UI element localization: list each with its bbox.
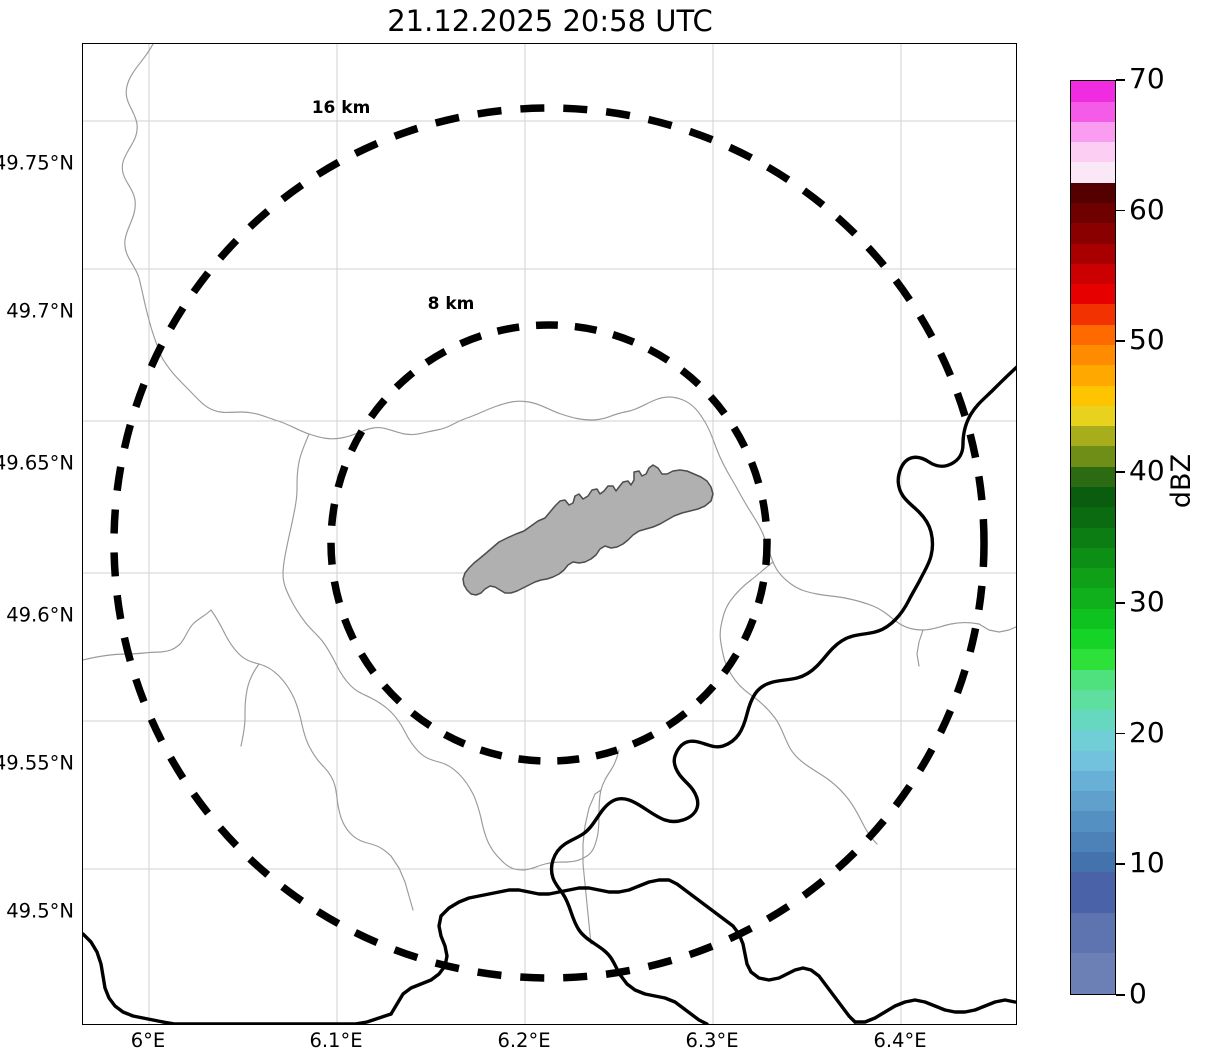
colorbar-band bbox=[1071, 953, 1115, 974]
colorbar-band bbox=[1071, 649, 1115, 670]
city-polygon-group bbox=[462, 464, 714, 596]
colorbar-band bbox=[1071, 892, 1115, 913]
colorbar-tick-label: 70 bbox=[1129, 62, 1165, 95]
national-borders bbox=[83, 365, 1016, 1024]
tick-mark bbox=[1116, 732, 1125, 735]
x-tick-label: 6.1°E bbox=[309, 1029, 363, 1052]
colorbar-band bbox=[1071, 912, 1115, 934]
colorbar-band bbox=[1071, 547, 1115, 569]
colorbar-band bbox=[1071, 81, 1115, 102]
district-boundaries bbox=[83, 44, 1016, 945]
city-polygon bbox=[462, 464, 714, 596]
colorbar-tick-label: 60 bbox=[1129, 192, 1165, 226]
colorbar-band bbox=[1071, 446, 1115, 467]
colorbar-tick-label: 50 bbox=[1129, 323, 1165, 357]
colorbar-band bbox=[1071, 345, 1115, 366]
colorbar-band bbox=[1071, 872, 1115, 893]
colorbar-band bbox=[1071, 182, 1115, 204]
colorbar-tick-labels: 0 10 20 30 40 50 60 70 bbox=[1116, 64, 1206, 1009]
x-tick-label: 6.2°E bbox=[497, 1029, 551, 1052]
colorbar-band bbox=[1071, 933, 1115, 954]
colorbar-band bbox=[1071, 426, 1115, 447]
colorbar-band bbox=[1071, 223, 1115, 244]
y-tick-label: 49.75°N bbox=[0, 151, 74, 175]
colorbar-band bbox=[1071, 973, 1115, 994]
colorbar-band bbox=[1071, 405, 1115, 427]
colorbar[interactable] bbox=[1070, 80, 1116, 995]
tick-mark bbox=[1116, 79, 1125, 81]
colorbar-tick-label: 10 bbox=[1129, 846, 1165, 880]
y-tick-label: 49.65°N bbox=[0, 451, 74, 475]
x-tick-label: 6°E bbox=[130, 1029, 166, 1052]
colorbar-band bbox=[1071, 284, 1115, 305]
colorbar-band bbox=[1071, 770, 1115, 792]
map-canvas bbox=[83, 44, 1016, 1024]
range-ring-16km-label: 16 km bbox=[311, 98, 371, 118]
colorbar-band bbox=[1071, 750, 1115, 771]
y-axis-labels: 49.75°N 49.7°N 49.65°N 49.6°N 49.55°N 49… bbox=[0, 43, 74, 1025]
colorbar-tick-label: 20 bbox=[1129, 715, 1165, 749]
colorbar-band bbox=[1071, 568, 1115, 589]
colorbar-band bbox=[1071, 831, 1115, 853]
colorbar-band bbox=[1071, 121, 1115, 143]
colorbar-band bbox=[1071, 588, 1115, 609]
colorbar-band bbox=[1071, 527, 1115, 548]
y-tick-label: 49.5°N bbox=[6, 899, 74, 923]
y-tick-label: 49.7°N bbox=[6, 299, 74, 323]
colorbar-tick-label: 40 bbox=[1129, 454, 1165, 488]
colorbar-band bbox=[1071, 730, 1115, 751]
y-tick-label: 49.55°N bbox=[0, 751, 74, 775]
colorbar-band bbox=[1071, 669, 1115, 690]
colorbar-band bbox=[1071, 507, 1115, 528]
colorbar-tick-label: 0 bbox=[1129, 977, 1147, 1010]
range-ring-8km bbox=[327, 321, 771, 765]
colorbar-band bbox=[1071, 162, 1115, 183]
colorbar-band bbox=[1071, 385, 1115, 406]
y-tick-label: 49.6°N bbox=[6, 603, 74, 627]
tick-mark bbox=[1116, 601, 1125, 604]
colorbar-band bbox=[1071, 486, 1115, 508]
x-axis-labels: 6°E 6.1°E 6.2°E 6.3°E 6.4°E bbox=[82, 1030, 1017, 1060]
colorbar-band bbox=[1071, 608, 1115, 629]
tick-mark bbox=[1116, 863, 1125, 866]
colorbar-gradient bbox=[1071, 81, 1115, 994]
colorbar-band bbox=[1071, 324, 1115, 345]
colorbar-band bbox=[1071, 791, 1115, 812]
colorbar-tick-label: 30 bbox=[1129, 584, 1165, 618]
colorbar-unit-label: dBZ bbox=[1166, 453, 1197, 509]
colorbar-band bbox=[1071, 243, 1115, 264]
colorbar-band bbox=[1071, 689, 1115, 711]
tick-mark bbox=[1116, 209, 1125, 212]
colorbar-band bbox=[1071, 628, 1115, 650]
range-rings bbox=[110, 104, 988, 982]
colorbar-band bbox=[1071, 852, 1115, 873]
radar-map-panel[interactable]: 16 km 8 km bbox=[82, 43, 1017, 1025]
tick-mark bbox=[1116, 471, 1125, 473]
range-ring-8km-label: 8 km bbox=[427, 294, 475, 314]
tick-mark bbox=[1116, 340, 1125, 343]
x-tick-label: 6.3°E bbox=[685, 1029, 739, 1052]
colorbar-band bbox=[1071, 304, 1115, 325]
x-tick-label: 6.4°E bbox=[873, 1029, 927, 1052]
colorbar-band bbox=[1071, 365, 1115, 386]
tick-mark bbox=[1116, 994, 1125, 996]
range-ring-16km bbox=[110, 104, 988, 982]
page-title: 21.12.2025 20:58 UTC bbox=[387, 4, 713, 38]
colorbar-band bbox=[1071, 710, 1115, 731]
colorbar-band bbox=[1071, 101, 1115, 122]
colorbar-band bbox=[1071, 142, 1115, 163]
colorbar-band bbox=[1071, 203, 1115, 224]
colorbar-band bbox=[1071, 466, 1115, 487]
colorbar-band bbox=[1071, 811, 1115, 832]
colorbar-band bbox=[1071, 263, 1115, 285]
